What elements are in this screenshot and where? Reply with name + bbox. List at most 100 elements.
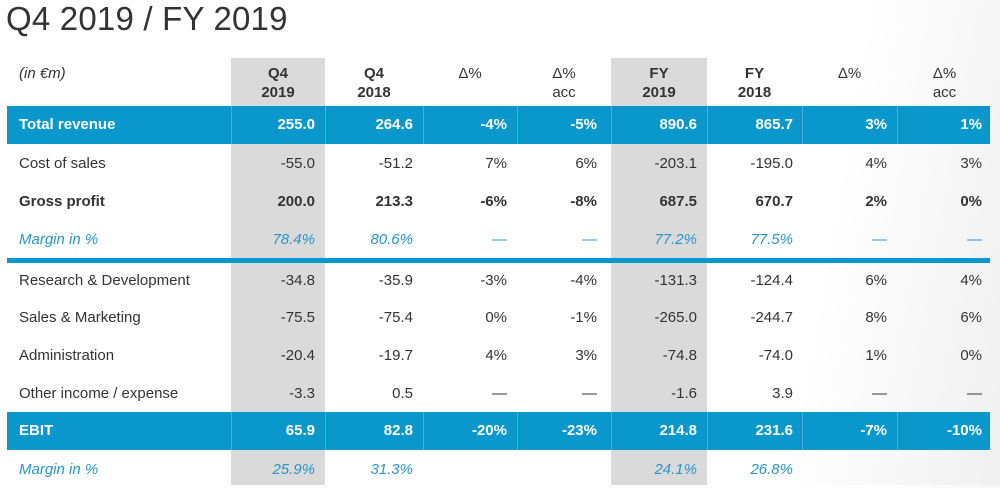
section-divider xyxy=(7,258,990,263)
table-header: (in €m) Q4 2019 Q4 2018 Δ% Δ% acc FY 2019 FY… xyxy=(7,58,990,106)
table-cell: 25.9% xyxy=(272,460,315,478)
table-row: Margin in % 25.9% 31.3% 24.1% 26.8% xyxy=(7,450,990,488)
table-cell: 31.3% xyxy=(370,460,413,478)
row-label: Gross profit xyxy=(19,192,105,210)
table-row: Gross profit 200.0 213.3 -6% -8% 687.5 670.7 2%… xyxy=(7,182,990,220)
table-cell: -55.0 xyxy=(280,154,315,172)
table-cell: 0.5 xyxy=(392,384,413,402)
row-label: EBIT xyxy=(19,422,54,439)
table-cell: — xyxy=(967,384,982,402)
table-cell: -34.8 xyxy=(280,272,315,289)
table-cell: 3% xyxy=(960,154,982,172)
page-title: Q4 2019 / FY 2019 xyxy=(6,0,288,37)
table-cell: — xyxy=(967,230,982,248)
table-cell: 670.7 xyxy=(755,192,793,210)
table-cell: — xyxy=(492,230,507,248)
table-cell: 0% xyxy=(960,346,982,364)
table-cell: -195.0 xyxy=(750,154,793,172)
column-header: Δ% acc xyxy=(932,65,957,101)
table-cell: -19.7 xyxy=(378,346,413,364)
table-cell: 3% xyxy=(802,106,897,144)
table-cell: 0% xyxy=(960,192,982,210)
column-header: FY 2019 xyxy=(642,65,676,101)
table-cell: -7% xyxy=(802,412,897,450)
table-cell: -4% xyxy=(570,272,597,289)
row-label: Administration xyxy=(19,346,115,364)
table-cell: -23% xyxy=(517,412,611,450)
table-cell: -8% xyxy=(570,192,597,210)
table-cell: 77.5% xyxy=(750,230,793,248)
table-cell: -265.0 xyxy=(654,308,697,326)
column-header: Δ% xyxy=(837,65,862,82)
table-cell: 687.5 xyxy=(659,192,697,210)
table-cell: 4% xyxy=(960,272,982,289)
table-cell: — xyxy=(492,384,507,402)
table-cell: 0% xyxy=(485,308,507,326)
table-cell: -5% xyxy=(517,106,611,144)
column-header: Q4 2019 xyxy=(261,65,295,101)
table-cell: -3% xyxy=(480,272,507,289)
table-cell: -51.2 xyxy=(378,154,413,172)
table-cell: -6% xyxy=(480,192,507,210)
table-cell: — xyxy=(872,384,887,402)
table-cell: 65.9 xyxy=(231,412,325,450)
table-cell: -124.4 xyxy=(750,272,793,289)
table-row: Sales & Marketing -75.5 -75.4 0% -1% -265.0 -2… xyxy=(7,298,990,336)
table-cell: -131.3 xyxy=(654,272,697,289)
table-cell: 24.1% xyxy=(654,460,697,478)
table-cell: 200.0 xyxy=(277,192,315,210)
table-cell: -1% xyxy=(570,308,597,326)
table-cell: 3% xyxy=(575,346,597,364)
table-cell: — xyxy=(872,230,887,248)
table-cell: -75.4 xyxy=(378,308,413,326)
table-cell: -10% xyxy=(897,412,992,450)
row-label: Cost of sales xyxy=(19,154,106,172)
table-cell: 8% xyxy=(865,308,887,326)
table-cell: 255.0 xyxy=(231,106,325,144)
table-cell: — xyxy=(582,230,597,248)
table-cell: 80.6% xyxy=(370,230,413,248)
table-cell: -20% xyxy=(423,412,517,450)
column-header: Q4 2018 xyxy=(357,65,391,101)
column-header: Δ% xyxy=(458,65,482,82)
table-cell: -3.3 xyxy=(289,384,315,402)
table-cell: -20.4 xyxy=(280,346,315,364)
row-label: Margin in % xyxy=(19,230,99,248)
table-row: Margin in % 78.4% 80.6% — — 77.2% 77.5% — — xyxy=(7,220,990,258)
table-cell: 213.3 xyxy=(375,192,413,210)
table-cell: -4% xyxy=(423,106,517,144)
table-row: Other income / expense -3.3 0.5 — — -1.6 3.9 — — xyxy=(7,374,990,412)
table-row: Total revenue 255.0 264.6 -4% -5% 890.6 865.7 3… xyxy=(7,106,990,144)
table-cell: -1.6 xyxy=(671,384,697,402)
table-row: Cost of sales -55.0 -51.2 7% 6% -203.1 -195.0 4… xyxy=(7,144,990,182)
table-cell: 214.8 xyxy=(611,412,707,450)
table-cell: -74.0 xyxy=(758,346,793,364)
unit-label: (in €m) xyxy=(19,65,66,82)
table-cell: 6% xyxy=(575,154,597,172)
table-cell: -203.1 xyxy=(654,154,697,172)
table-cell: 3.9 xyxy=(772,384,793,402)
table-cell: 6% xyxy=(865,272,887,289)
table-cell: -74.8 xyxy=(662,346,697,364)
table-cell: 890.6 xyxy=(611,106,707,144)
table-row: EBIT 65.9 82.8 -20% -23% 214.8 231.6 -7% -10% xyxy=(7,412,990,450)
table-cell: 4% xyxy=(865,154,887,172)
table-cell: 2% xyxy=(865,192,887,210)
row-label: Total revenue xyxy=(19,116,116,133)
table-row: Administration -20.4 -19.7 4% 3% -74.8 -74.0 1%… xyxy=(7,336,990,374)
table-cell: 1% xyxy=(897,106,992,144)
table-cell: -75.5 xyxy=(280,308,315,326)
table-cell: -35.9 xyxy=(378,272,413,289)
table-cell: — xyxy=(582,384,597,402)
row-label: Sales & Marketing xyxy=(19,308,141,326)
table-cell: 78.4% xyxy=(272,230,315,248)
table-cell: 264.6 xyxy=(325,106,423,144)
table-cell: 4% xyxy=(485,346,507,364)
table-row: Research & Development -34.8 -35.9 -3% -4% -1… xyxy=(7,263,990,298)
table-cell: 6% xyxy=(960,308,982,326)
row-label: Research & Development xyxy=(19,272,190,289)
row-label: Margin in % xyxy=(19,460,99,478)
table-body: Total revenue 255.0 264.6 -4% -5% 890.6 865.7 3… xyxy=(7,106,990,488)
row-label: Other income / expense xyxy=(19,384,179,402)
table-cell: 865.7 xyxy=(707,106,802,144)
